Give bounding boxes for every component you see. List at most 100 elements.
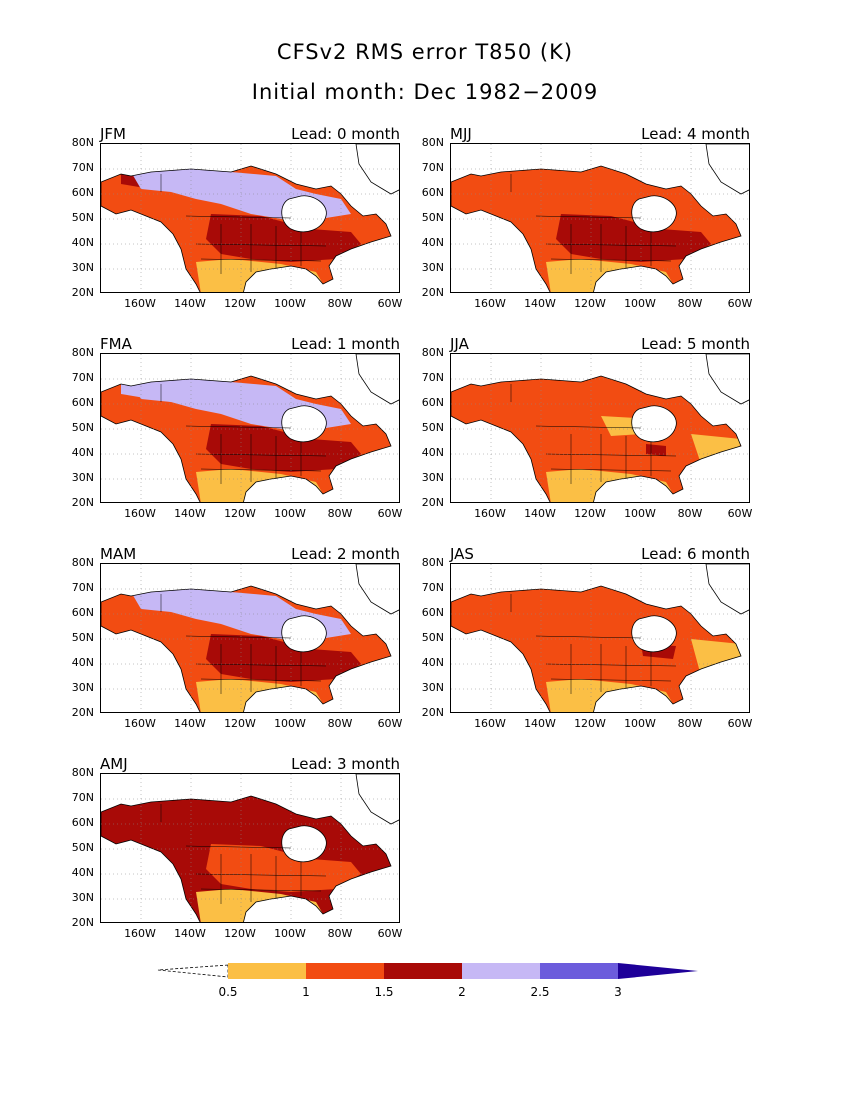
north-america-map: [101, 144, 399, 292]
colorbar-low-arrow: [157, 964, 229, 978]
x-tick-label: 80W: [677, 507, 703, 520]
panel-season: JAS: [450, 545, 474, 563]
y-tick-label: 30N: [421, 681, 444, 694]
hudson-bay: [631, 615, 677, 653]
y-tick-label: 50N: [71, 841, 94, 854]
panel-lead: Lead: 0 month: [291, 125, 400, 143]
graticule: [101, 354, 399, 502]
political-borders: [160, 594, 327, 694]
colorbar-swatch: [306, 963, 384, 979]
north-america-map: [101, 354, 399, 502]
x-tick-label: 100W: [624, 717, 656, 730]
y-tick-label: 50N: [71, 421, 94, 434]
y-tick-label: 40N: [421, 236, 444, 249]
y-tick-label: 40N: [71, 656, 94, 669]
y-tick-label: 20N: [71, 286, 94, 299]
x-tick-label: 140W: [174, 927, 206, 940]
x-tick-label: 60W: [727, 297, 753, 310]
y-tick-label: 80N: [71, 346, 94, 359]
x-tick-label: 160W: [124, 717, 156, 730]
panel-lead: Lead: 4 month: [641, 125, 750, 143]
x-tick-label: 60W: [377, 507, 403, 520]
coastline: [101, 165, 392, 292]
y-tick-label: 80N: [71, 766, 94, 779]
panel-lead: Lead: 3 month: [291, 755, 400, 773]
y-tick-label: 60N: [421, 186, 444, 199]
coastline: [101, 795, 392, 922]
y-tick-label: 20N: [421, 706, 444, 719]
colorbar-swatch: [462, 963, 540, 979]
y-tick-label: 50N: [421, 421, 444, 434]
y-tick-label: 60N: [421, 396, 444, 409]
x-tick-label: 100W: [274, 717, 306, 730]
y-tick-label: 50N: [71, 211, 94, 224]
graticule: [451, 144, 749, 292]
x-tick-label: 100W: [624, 297, 656, 310]
x-tick-label: 120W: [224, 717, 256, 730]
y-tick-label: 30N: [71, 681, 94, 694]
x-tick-label: 80W: [677, 717, 703, 730]
map-panel-jfm: JFM Lead: 0 month 80N 70N 60N 50N 40N 30N 20N 1…: [50, 125, 410, 335]
x-tick-label: 80W: [327, 297, 353, 310]
north-america-map: [101, 564, 399, 712]
hudson-bay: [631, 405, 677, 443]
error-region: [556, 214, 711, 262]
y-tick-label: 80N: [71, 136, 94, 149]
map-area: [450, 143, 750, 293]
error-region: [601, 416, 641, 436]
error-region: [206, 844, 361, 892]
graticule: [451, 564, 749, 712]
panel-season: FMA: [100, 335, 132, 353]
x-tick-label: 60W: [377, 927, 403, 940]
y-tick-label: 50N: [421, 631, 444, 644]
hudson-bay: [281, 405, 327, 443]
map-area: [100, 353, 400, 503]
figure-subtitle: Initial month: Dec 1982−2009: [251, 80, 599, 104]
error-region: [206, 214, 361, 262]
map-area: [450, 563, 750, 713]
x-tick-label: 120W: [224, 927, 256, 940]
y-tick-label: 30N: [421, 471, 444, 484]
y-tick-label: 30N: [71, 261, 94, 274]
coastline: [451, 585, 742, 712]
y-tick-label: 30N: [421, 261, 444, 274]
colorbar-label: 2: [458, 985, 466, 999]
x-tick-label: 80W: [327, 717, 353, 730]
panel-lead: Lead: 1 month: [291, 335, 400, 353]
political-borders: [160, 174, 327, 274]
y-tick-label: 70N: [71, 161, 94, 174]
colorbar-high-arrow: [618, 963, 698, 979]
y-tick-label: 50N: [71, 631, 94, 644]
colorbar-label: 1: [302, 985, 310, 999]
y-tick-label: 70N: [71, 371, 94, 384]
y-tick-label: 60N: [71, 816, 94, 829]
y-tick-label: 70N: [71, 791, 94, 804]
map-panel-mjj: MJJ Lead: 4 month 80N 70N 60N 50N 40N 30N 20N 1…: [400, 125, 760, 335]
y-tick-label: 60N: [421, 606, 444, 619]
panel-season: JFM: [100, 125, 126, 143]
north-america-map: [101, 774, 399, 922]
y-tick-label: 70N: [421, 581, 444, 594]
political-borders: [510, 174, 677, 274]
y-tick-label: 80N: [421, 556, 444, 569]
hudson-bay: [281, 615, 327, 653]
x-tick-label: 60W: [727, 717, 753, 730]
panel-season: AMJ: [100, 755, 128, 773]
y-tick-label: 20N: [71, 706, 94, 719]
panel-season: MAM: [100, 545, 137, 563]
political-borders: [160, 804, 327, 904]
x-tick-label: 80W: [327, 927, 353, 940]
graticule: [101, 564, 399, 712]
x-tick-label: 140W: [524, 297, 556, 310]
map-area: [100, 563, 400, 713]
y-tick-label: 80N: [71, 556, 94, 569]
figure-title: CFSv2 RMS error T850 (K): [276, 40, 574, 64]
x-tick-label: 140W: [524, 717, 556, 730]
colorbar-label: 0.5: [218, 985, 238, 999]
x-tick-label: 60W: [377, 297, 403, 310]
map-area: [100, 773, 400, 923]
coastline: [451, 165, 742, 292]
x-tick-label: 100W: [274, 507, 306, 520]
y-tick-label: 80N: [421, 346, 444, 359]
y-tick-label: 60N: [71, 396, 94, 409]
